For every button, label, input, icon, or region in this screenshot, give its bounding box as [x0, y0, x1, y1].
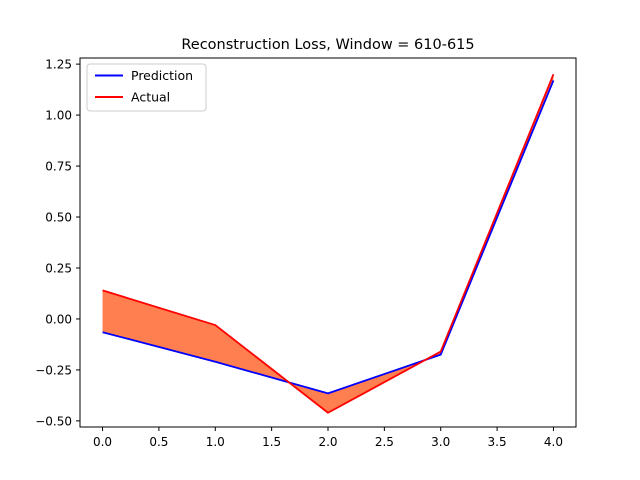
- series-line-actual: [102, 73, 555, 414]
- x-tick-label: 3.0: [431, 435, 450, 449]
- x-tick-label: 0.0: [93, 435, 112, 449]
- y-tick-label: 0.25: [45, 261, 72, 275]
- difference-fill-area: [102, 74, 554, 413]
- x-tick-label: 1.5: [262, 435, 281, 449]
- y-tick-label: 1.25: [45, 58, 72, 72]
- chart-title: Reconstruction Loss, Window = 610-615: [181, 37, 474, 53]
- y-tick-label: 0.75: [45, 160, 72, 174]
- y-tick-label: 0.50: [45, 211, 72, 225]
- x-tick-label: 2.5: [375, 435, 394, 449]
- series-line-prediction: [102, 80, 555, 395]
- y-tick-label: 1.00: [45, 109, 72, 123]
- x-tick-label: 1.0: [206, 435, 225, 449]
- x-axis: 0.0 0.5 1.0 1.5 2.0 2.5 3.0 3.5 4.0: [93, 427, 563, 449]
- y-tick-label: −0.50: [35, 414, 72, 428]
- legend: Prediction Actual: [86, 63, 207, 112]
- fill-between-area: [102, 74, 554, 413]
- x-tick-label: 4.0: [544, 435, 563, 449]
- y-tick-label: 0.00: [45, 312, 72, 326]
- x-tick-label: 2.0: [318, 435, 337, 449]
- x-tick-label: 0.5: [149, 435, 168, 449]
- y-tick-label: −0.25: [35, 363, 72, 377]
- series-lines: [102, 73, 555, 414]
- legend-actual-label: Actual: [131, 90, 170, 105]
- x-tick-label: 3.5: [488, 435, 507, 449]
- y-axis: −0.50 −0.25 0.00 0.25 0.50 0.75 1.00 1.25: [35, 58, 80, 428]
- legend-prediction-label: Prediction: [131, 68, 193, 83]
